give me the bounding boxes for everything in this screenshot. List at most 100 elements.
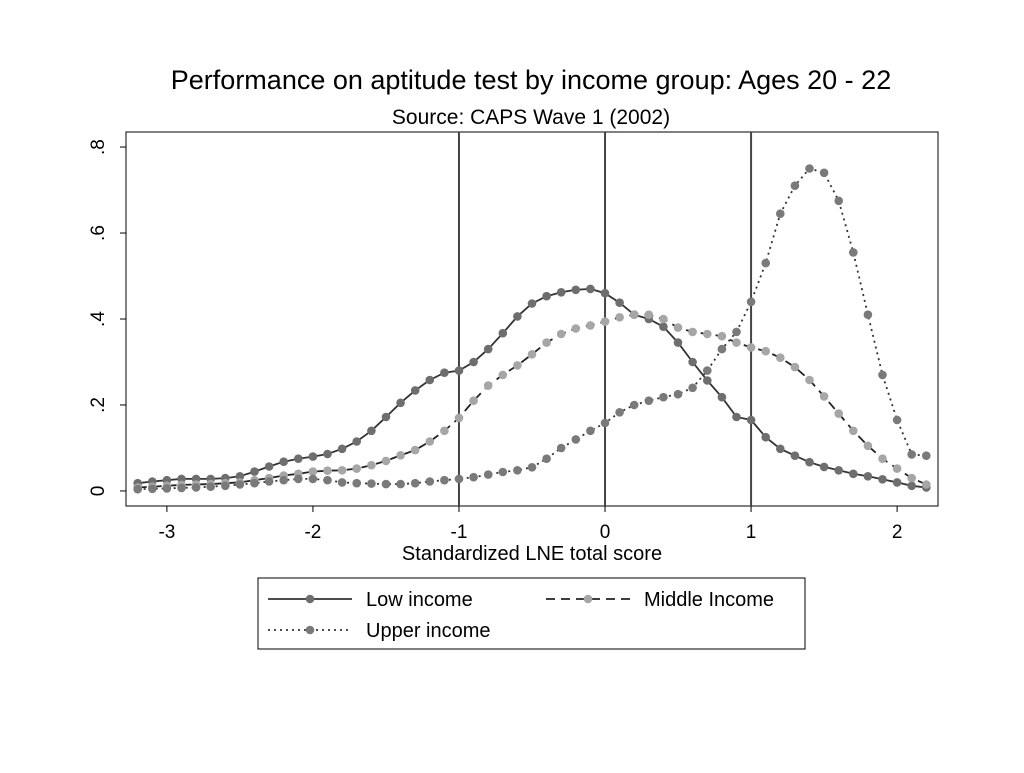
- data-point: [834, 466, 843, 475]
- data-point: [776, 444, 785, 454]
- data-point: [732, 327, 741, 337]
- data-point: [410, 445, 420, 455]
- data-point: [469, 357, 478, 367]
- data-point: [717, 392, 727, 402]
- data-point: [615, 408, 624, 417]
- data-point: [600, 288, 610, 298]
- data-point: [849, 426, 858, 436]
- data-point: [907, 481, 916, 491]
- data-point: [892, 464, 902, 473]
- data-point: [688, 383, 697, 393]
- data-point: [440, 426, 449, 436]
- data-point: [556, 329, 566, 339]
- data-point: [659, 314, 668, 324]
- data-point: [600, 317, 610, 326]
- data-point: [527, 299, 537, 308]
- data-point: [922, 480, 931, 489]
- data-point: [235, 472, 245, 481]
- data-point: [483, 470, 493, 479]
- data-point: [819, 392, 829, 401]
- data-point: [323, 466, 332, 476]
- data-point: [410, 386, 420, 395]
- data-point: [644, 396, 654, 406]
- data-point: [250, 478, 259, 488]
- data-point: [513, 312, 522, 321]
- data-point: [805, 164, 814, 173]
- data-point: [892, 478, 902, 487]
- data-point: [907, 450, 916, 459]
- x-axis-label: Standardized LNE total score: [402, 543, 662, 565]
- x-tick-label: 0: [600, 522, 611, 543]
- data-point: [542, 454, 551, 464]
- data-point: [892, 415, 902, 425]
- legend-swatch-marker: [305, 625, 315, 635]
- data-point: [586, 284, 595, 294]
- data-point: [337, 478, 347, 487]
- data-point: [337, 444, 347, 454]
- data-point: [396, 398, 405, 408]
- data-point: [703, 376, 712, 385]
- data-point: [878, 475, 887, 484]
- data-point: [834, 196, 843, 206]
- data-point: [294, 454, 303, 464]
- data-point: [556, 443, 566, 453]
- data-point: [586, 426, 595, 436]
- data-point: [732, 338, 741, 347]
- x-tick-label: 1: [746, 522, 757, 543]
- data-point: [396, 451, 405, 460]
- y-tick-label: 0: [88, 486, 109, 497]
- data-point: [644, 310, 654, 320]
- x-axis: -3 -2 -1 0 1 2: [158, 506, 902, 543]
- data-point: [250, 467, 259, 476]
- x-tick-label: 2: [892, 522, 903, 543]
- data-point: [454, 366, 464, 375]
- data-point: [615, 298, 624, 308]
- data-point: [659, 322, 668, 332]
- data-point: [615, 313, 624, 322]
- data-point: [688, 327, 697, 337]
- data-point: [849, 248, 858, 257]
- data-point: [907, 473, 916, 483]
- series-layer: [133, 164, 931, 494]
- data-point: [805, 457, 814, 467]
- data-point: [673, 389, 683, 399]
- data-point: [498, 370, 508, 380]
- data-point: [863, 441, 873, 451]
- data-point: [790, 362, 800, 372]
- data-point: [761, 258, 770, 268]
- legend-swatch-marker: [305, 594, 315, 604]
- data-point: [396, 479, 405, 489]
- data-point: [221, 481, 230, 491]
- data-point: [352, 464, 362, 473]
- plot-area-frame: [125, 131, 939, 507]
- data-point: [600, 418, 610, 428]
- data-point: [425, 437, 435, 446]
- series-line: [137, 287, 927, 489]
- data-point: [483, 344, 493, 354]
- legend-swatch-marker: [583, 594, 593, 604]
- data-point: [367, 479, 376, 488]
- data-point: [878, 454, 887, 464]
- chart-title: Performance on aptitude test by income g…: [171, 65, 891, 95]
- data-point: [571, 435, 581, 444]
- data-point: [717, 331, 727, 341]
- data-point: [206, 482, 215, 492]
- data-point: [673, 338, 683, 347]
- data-point: [352, 478, 362, 488]
- data-point: [264, 477, 274, 486]
- y-tick-label: .6: [88, 225, 109, 241]
- data-point: [878, 370, 887, 380]
- data-point: [235, 480, 245, 489]
- data-point: [498, 467, 508, 477]
- data-point: [279, 475, 289, 485]
- data-point: [513, 361, 522, 370]
- data-point: [308, 452, 318, 461]
- series-line: [137, 167, 927, 491]
- y-tick-label: .2: [88, 397, 109, 413]
- legend: Low income Middle Income Upper income: [257, 577, 806, 650]
- x-tick-label: -1: [451, 522, 468, 543]
- legend-box: [257, 577, 806, 650]
- data-point: [761, 346, 770, 356]
